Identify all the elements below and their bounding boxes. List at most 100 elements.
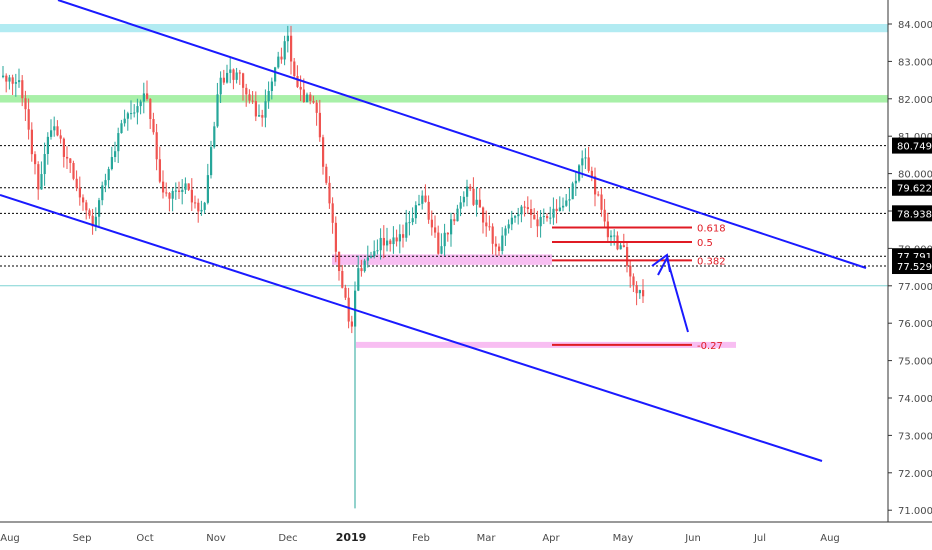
price-tag-label: 78.938 (897, 209, 932, 220)
candle-body (283, 41, 286, 60)
candle-body (267, 91, 270, 102)
candle-body (539, 216, 542, 227)
y-tick-label: 83.000 (898, 57, 932, 68)
x-tick-label: 2019 (336, 531, 367, 544)
projection-arrow (651, 253, 689, 333)
candle-body (597, 194, 600, 196)
candle-body (501, 235, 504, 251)
candle-body (101, 185, 104, 201)
fib-label: -0.27 (697, 341, 723, 352)
candlesticks (2, 25, 645, 509)
candle-body (555, 208, 558, 212)
candle-body (69, 158, 72, 163)
candle-body (158, 159, 161, 182)
candle-body (66, 156, 69, 159)
candle-body (466, 186, 469, 197)
candle-body (491, 226, 494, 244)
candle-body (126, 113, 129, 119)
candle-body (581, 158, 584, 166)
candle-body (152, 119, 155, 133)
candle-body (30, 129, 33, 155)
candle-body (594, 176, 597, 195)
candle-body (504, 228, 507, 236)
candle-body (421, 195, 424, 204)
candle-body (354, 290, 357, 327)
candle-body (235, 72, 238, 80)
candle-body (389, 240, 392, 245)
candle-body (350, 321, 353, 327)
candle-body (197, 202, 200, 212)
candle-body (178, 190, 181, 192)
candle-body (424, 195, 427, 202)
candle-body (600, 194, 603, 210)
candle-body (398, 234, 401, 242)
candle-body (270, 81, 273, 92)
candle-body (405, 222, 408, 238)
candle-body (190, 189, 193, 203)
candle-body (341, 271, 344, 288)
candle-body (338, 251, 341, 272)
trend-channel (0, 0, 867, 462)
candle-body (382, 237, 385, 246)
horizontal-levels (0, 145, 888, 287)
candle-body (165, 192, 168, 194)
x-tick-label: Jun (684, 533, 701, 544)
candle-body (632, 276, 635, 286)
candle-body (114, 151, 117, 158)
candle-body (443, 232, 446, 247)
candle-body (494, 243, 497, 247)
price-tag-label: 77.529 (897, 262, 932, 273)
candle-body (37, 164, 40, 190)
candle-body (232, 69, 235, 80)
y-tick-label: 82.000 (898, 95, 932, 106)
candle-body (242, 73, 245, 88)
candle-body (334, 222, 337, 252)
candle-body (62, 138, 65, 157)
x-tick-label: Nov (206, 533, 226, 544)
candle-body (619, 245, 622, 250)
candle-body (264, 101, 267, 118)
candle-body (14, 82, 17, 84)
x-tick-label: Feb (412, 533, 430, 544)
x-tick-label: Aug (820, 533, 840, 544)
y-tick-label: 77.000 (898, 282, 932, 293)
candle-body (299, 86, 302, 90)
candle-body (72, 162, 75, 179)
candle-body (366, 257, 369, 261)
candle-body (53, 126, 56, 131)
candle-body (520, 206, 523, 215)
candle-body (91, 215, 94, 227)
candle-body (110, 157, 113, 170)
candle-body (120, 123, 123, 134)
candle-body (331, 203, 334, 223)
y-tick-label: 84.000 (898, 20, 932, 31)
candle-body (568, 199, 571, 201)
candle-body (222, 77, 225, 83)
candle-body (485, 222, 488, 227)
candle-body (181, 189, 184, 192)
candle-body (142, 93, 145, 102)
candle-body (296, 76, 299, 87)
channel-upper-line (57, 0, 867, 269)
channel-lower-line (0, 194, 823, 462)
candle-body (523, 206, 526, 208)
fib-label: 0.618 (697, 223, 726, 234)
candle-body (82, 197, 85, 203)
candle-body (229, 69, 232, 73)
candle-body (187, 183, 190, 190)
candle-body (571, 183, 574, 200)
x-tick-label: Dec (278, 533, 297, 544)
candle-body (626, 247, 629, 266)
candle-body (357, 268, 360, 291)
candle-body (526, 207, 529, 210)
candle-body (168, 193, 171, 199)
candle-body (437, 232, 440, 254)
candle-body (533, 214, 536, 220)
candle-body (75, 178, 78, 188)
candle-body (488, 226, 491, 228)
highlight-zones (0, 24, 888, 348)
candle-body (184, 183, 187, 190)
price-tag-box (892, 205, 932, 222)
